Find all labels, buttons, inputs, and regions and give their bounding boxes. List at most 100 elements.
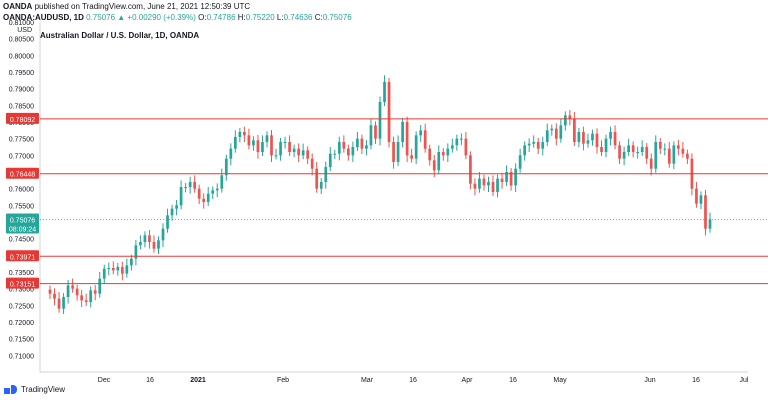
publish-info: published on TradingView.com, June 21, 2… [34, 2, 251, 11]
x-tick-label: 16 [692, 377, 700, 384]
candle-body [215, 188, 219, 191]
candle-body [166, 215, 169, 229]
candle-body [347, 148, 350, 156]
candle-body [604, 138, 608, 152]
x-tick-label: Mar [361, 377, 374, 384]
candle-body [152, 242, 156, 249]
candle-body [288, 142, 291, 152]
candle-body [582, 132, 585, 144]
candle-body [356, 138, 359, 147]
candle-body [224, 158, 228, 176]
candle-body [206, 193, 210, 202]
candle-body [527, 143, 531, 146]
y-tick-label: 0.75500 [9, 203, 34, 210]
candle-body [292, 148, 296, 152]
level-price-label: 0.73151 [10, 282, 35, 289]
candle-body [306, 150, 310, 159]
candle-body [387, 82, 391, 142]
candle-body [491, 182, 495, 192]
candle-body [220, 175, 224, 189]
current-price-label: 0.75076 [10, 217, 35, 224]
candle-body [383, 82, 386, 102]
level-price-label: 0.78092 [10, 117, 35, 124]
candle-body [469, 155, 472, 184]
candle-body [450, 145, 454, 149]
level-price-badge [6, 112, 39, 124]
candle-body [514, 168, 517, 186]
candle-body [270, 135, 273, 156]
x-tick-label: 16 [409, 377, 417, 384]
candle-body [333, 153, 337, 155]
candle-body [360, 138, 364, 149]
y-tick-label: 0.72500 [9, 303, 34, 310]
candle-body [93, 290, 97, 294]
candle-body [143, 235, 147, 242]
candle-body [80, 295, 83, 301]
candle-body [658, 142, 662, 149]
x-tick-label: Feb [277, 377, 289, 384]
candle-body [161, 228, 165, 241]
y-tick-label: 0.76000 [9, 187, 34, 194]
candle-body [243, 132, 246, 136]
candle-body [202, 198, 206, 202]
candle-body [111, 268, 115, 271]
candle-body [708, 219, 712, 229]
candle-body [71, 285, 74, 289]
x-tick-label: 16 [509, 377, 517, 384]
candle-body [148, 235, 151, 242]
level-price-label: 0.76448 [10, 172, 35, 179]
publish-line: OANDA published on TradingView.com, June… [3, 2, 250, 11]
candle-body [130, 258, 133, 266]
candle-body [66, 285, 70, 297]
candle-body [595, 133, 599, 147]
candle-body [640, 147, 644, 152]
candle-body [541, 142, 545, 149]
candle-body [75, 288, 79, 296]
y-tick-label: 0.73000 [9, 287, 34, 294]
x-tick-label: Dec [98, 377, 111, 384]
candle-body [600, 147, 603, 152]
candle-body [283, 142, 287, 143]
candle-body [102, 268, 106, 279]
candle-body [365, 145, 368, 149]
candle-body [211, 190, 215, 194]
y-tick-label: 0.74500 [9, 237, 34, 244]
symbol-label: OANDA:AUDUSD, 1D [3, 13, 84, 22]
candle-body [378, 102, 382, 139]
candle-body [315, 168, 319, 189]
candle-body [279, 142, 282, 156]
x-tick-label: 2021 [190, 377, 206, 384]
candle-body [554, 128, 558, 139]
candle-body [256, 140, 260, 152]
y-tick-label: 0.71000 [9, 353, 34, 360]
y-unit-label: USD [17, 27, 32, 34]
candle-body [197, 188, 201, 199]
candle-body [84, 300, 88, 302]
candle-body [672, 145, 676, 164]
y-tick-label: 0.80500 [9, 37, 34, 44]
candle-body [622, 152, 626, 159]
y-tick-label: 0.79000 [9, 87, 34, 94]
candle-body [649, 158, 653, 169]
level-price-badge [6, 167, 39, 179]
candle-body [478, 178, 481, 189]
symbol-line: OANDA:AUDUSD, 1D 0.75076 ▲ +0.00290 (+0.… [3, 13, 352, 22]
candle-body [238, 132, 242, 137]
candle-body [636, 152, 640, 153]
candle-body [374, 125, 377, 139]
candle-body [324, 167, 328, 182]
candle-body [505, 172, 508, 182]
x-tick-label: May [553, 377, 567, 384]
y-tick-label: 0.78500 [9, 103, 34, 110]
candle-body [188, 182, 192, 187]
tradingview-logo-icon [4, 385, 18, 394]
candle-body [695, 188, 698, 204]
brand-label: TradingView [21, 385, 66, 394]
candle-body [423, 130, 427, 149]
author-name: OANDA [3, 2, 33, 11]
candle-body [667, 148, 671, 164]
footer-brand[interactable]: TradingView [4, 385, 65, 394]
candle-body [414, 135, 418, 159]
candle-body [98, 278, 102, 294]
